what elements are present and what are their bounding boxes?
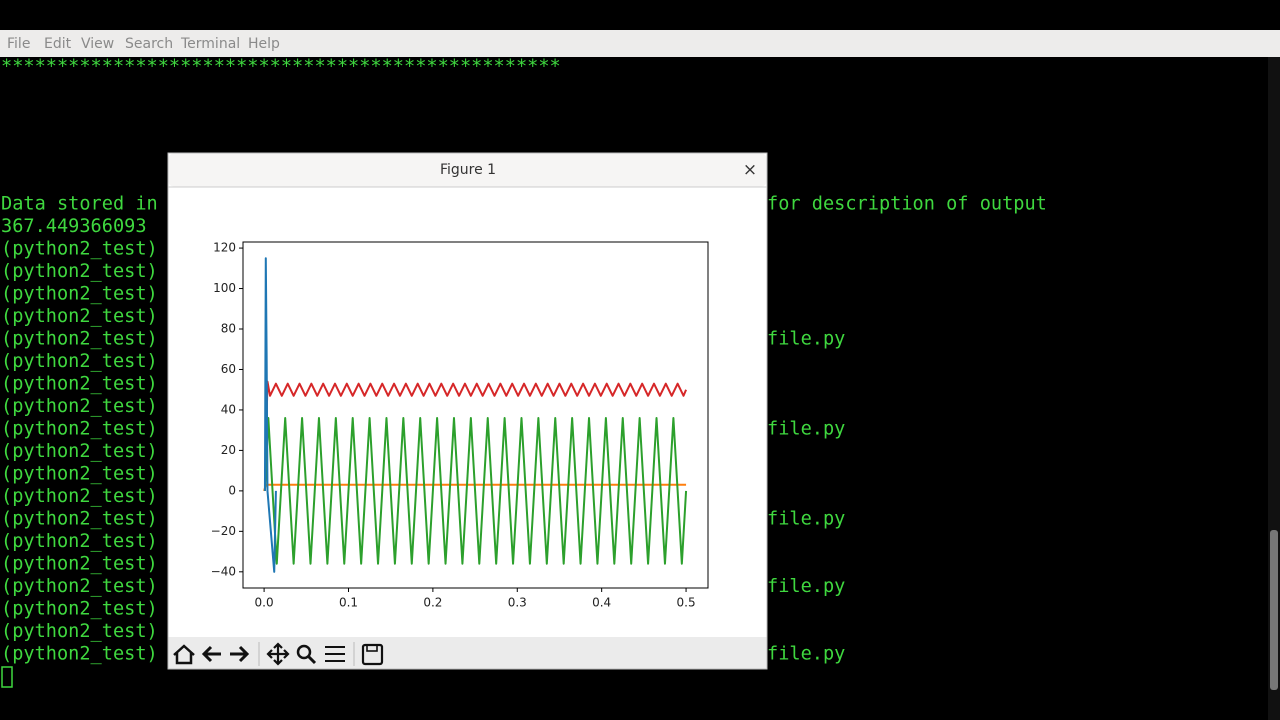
terminal-line: (python2_test) <box>1 599 158 620</box>
series-line <box>263 417 688 565</box>
terminal-line: (python2_test) <box>1 396 158 417</box>
y-tick-label: 20 <box>221 443 236 457</box>
toolbar <box>168 637 767 669</box>
cursor <box>1 666 13 688</box>
pan-button[interactable] <box>266 642 290 666</box>
terminal-line-tail: file.py <box>767 419 845 440</box>
home-button[interactable] <box>173 644 195 665</box>
y-tick-label: 120 <box>213 241 236 255</box>
terminal-line-tail: for description of output <box>767 194 1047 215</box>
terminal-line: (python2_test) <box>1 441 158 462</box>
y-tick-label: 100 <box>213 281 236 295</box>
terminal-line: (python2_test) <box>1 554 158 575</box>
x-tick-label: 0.3 <box>508 596 527 610</box>
x-tick-label: 0.4 <box>592 596 611 610</box>
terminal-line-tail: file.py <box>767 576 845 597</box>
terminal-line: 367.449366093 <box>1 216 147 237</box>
terminal-line: (python2_test) <box>1 576 158 597</box>
plot: −40 −20 0 20 40 60 80 100 120 0.0 0.1 0.2 0.3 0.4 0.5 <box>211 241 709 610</box>
terminal-line: (python2_test) <box>1 329 158 350</box>
terminal-line: (python2_test) <box>1 306 158 327</box>
terminal-line-tail: file.py <box>767 509 845 530</box>
back-button[interactable] <box>201 645 221 663</box>
x-tick-label: 0.2 <box>423 596 442 610</box>
forward-button[interactable] <box>230 645 250 663</box>
menu-item[interactable]: Edit <box>44 36 72 52</box>
y-tick-label: −20 <box>211 524 236 538</box>
axes-frame <box>242 241 709 589</box>
terminal-line: (python2_test) <box>1 284 158 305</box>
zoom-handle <box>306 654 317 665</box>
x-tick-label: 0.1 <box>339 596 358 610</box>
zoom-button[interactable] <box>296 644 312 660</box>
terminal-line: Data stored in <box>1 194 158 215</box>
y-tick-label: 80 <box>221 322 236 336</box>
terminal-line: (python2_test) <box>1 644 158 665</box>
menu: File Edit View Search Terminal Help <box>7 36 280 52</box>
terminal-line: (python2_test) <box>1 531 158 552</box>
terminal-line: (python2_test) <box>1 464 158 485</box>
terminal-line-tail: file.py <box>767 644 845 665</box>
menu-item[interactable]: Terminal <box>180 36 240 52</box>
banner: ****************************************… <box>1 57 561 78</box>
window-title: Figure 1 <box>440 162 496 178</box>
menu-item[interactable]: Search <box>125 36 173 52</box>
series-line <box>263 257 277 573</box>
menu-bar <box>0 30 1280 57</box>
figure-window: Figure 1 × −40 −20 0 20 40 60 80 100 120 0.0 0.1 0.… <box>167 152 768 670</box>
save-icon-detail <box>366 644 378 652</box>
config-button[interactable] <box>325 646 345 662</box>
terminal-line: (python2_test) <box>1 239 158 260</box>
terminal: ****************************************… <box>1 57 1047 665</box>
menu-item[interactable]: Help <box>248 36 280 52</box>
scroll-thumb[interactable] <box>1270 530 1278 690</box>
series-line <box>263 380 687 491</box>
window-frame <box>167 152 768 670</box>
title-bar <box>168 153 767 187</box>
y-tick-label: 40 <box>221 402 236 416</box>
x-tick-label: 0.5 <box>677 596 696 610</box>
terminal-line: (python2_test) <box>1 374 158 395</box>
y-tick-label: 0 <box>228 483 236 497</box>
terminal-line: (python2_test) <box>1 261 158 282</box>
top-bar <box>0 0 1280 30</box>
terminal-line: (python2_test) <box>1 621 158 642</box>
terminal-line-tail: file.py <box>767 329 845 350</box>
terminal-line: (python2_test) <box>1 351 158 372</box>
menu-item[interactable]: View <box>81 36 114 52</box>
terminal-line: (python2_test) <box>1 486 158 507</box>
x-tick-label: 0.0 <box>255 596 274 610</box>
menu-item[interactable]: File <box>7 36 30 52</box>
terminal-line: (python2_test) <box>1 509 158 530</box>
terminal-line: (python2_test) <box>1 419 158 440</box>
y-tick-label: 60 <box>221 362 236 376</box>
y-tick-label: −40 <box>211 564 236 578</box>
toolbar-icons <box>173 642 384 666</box>
close-button[interactable]: × <box>743 160 757 180</box>
